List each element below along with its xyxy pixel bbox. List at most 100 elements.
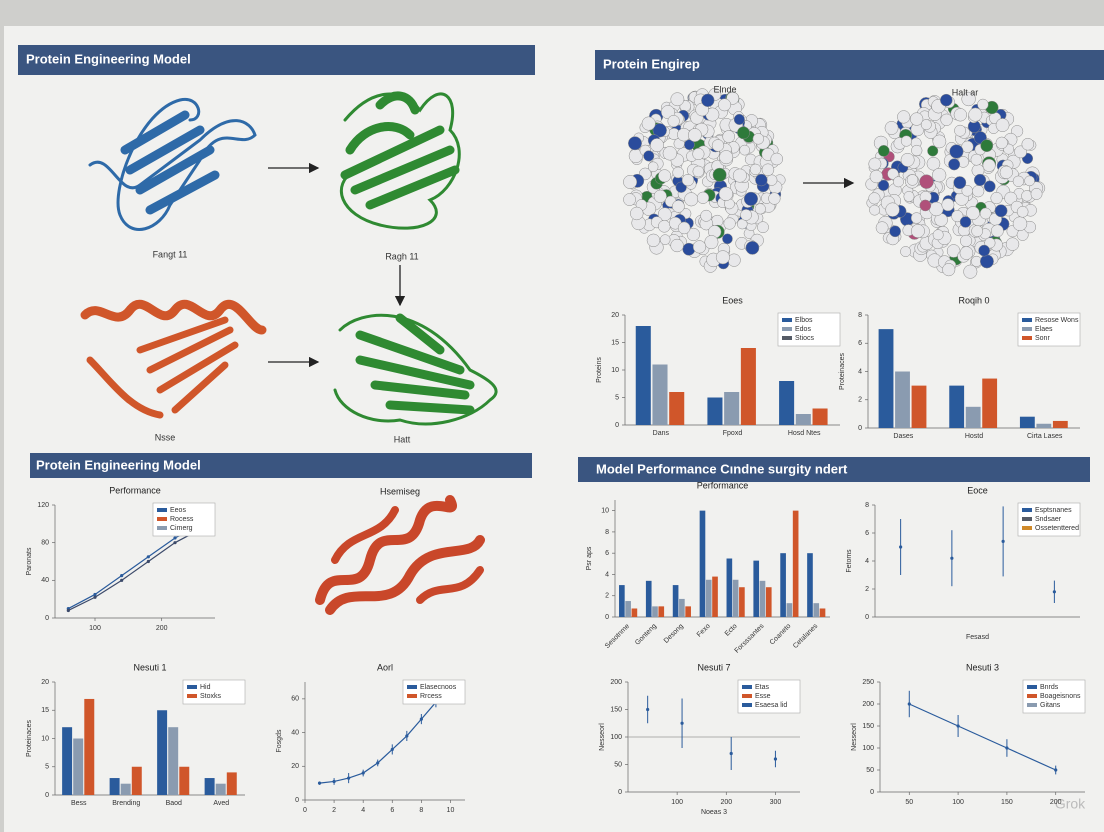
atom [646, 233, 661, 248]
y-tick-label: 2 [605, 593, 609, 600]
y-tick-label: 250 [862, 679, 874, 686]
y-tick-label: 150 [862, 723, 874, 730]
line [319, 689, 451, 784]
atom [718, 98, 731, 112]
panel-header [595, 50, 1104, 80]
point [907, 702, 911, 706]
point [173, 541, 177, 545]
legend-swatch [742, 703, 752, 707]
x-tick-label: 0 [303, 807, 307, 814]
atom [963, 264, 978, 279]
atom [700, 209, 713, 222]
legend-swatch [407, 694, 417, 698]
atom [768, 192, 781, 205]
legend-swatch [1022, 517, 1032, 521]
bar [753, 560, 760, 617]
legend-label: Hid [200, 684, 211, 691]
legend-label: Edos [795, 326, 811, 333]
atom [919, 199, 932, 212]
legend-label: Rocess [170, 516, 194, 523]
atom [942, 263, 956, 277]
y-tick-label: 20 [611, 312, 619, 319]
bar [795, 414, 811, 425]
y-tick-label: 10 [41, 735, 49, 742]
bar [819, 608, 826, 617]
panel-header [18, 45, 535, 75]
atom [999, 165, 1013, 179]
x-axis-label: Fesasd [966, 634, 989, 641]
point [376, 761, 380, 765]
atom [995, 118, 1010, 132]
atom [900, 246, 912, 257]
y-tick-label: 0 [615, 422, 619, 429]
y-tick-label: 4 [858, 368, 862, 375]
y-tick-label: 60 [291, 696, 299, 703]
point [120, 578, 124, 582]
legend-label: Cimerg [170, 525, 193, 532]
bar [1036, 423, 1052, 428]
atom [719, 150, 734, 165]
legend-swatch [187, 685, 197, 689]
x-tick-label: 10 [447, 807, 455, 814]
bar [1019, 416, 1035, 428]
bar [707, 397, 723, 425]
point [646, 707, 650, 712]
point [729, 751, 733, 756]
x-tick-label: Dases [893, 433, 913, 440]
y-tick-label: 6 [858, 340, 862, 347]
atom [1004, 191, 1018, 205]
point [1052, 590, 1056, 594]
atom [977, 98, 989, 111]
bar [792, 510, 799, 617]
atom [761, 163, 775, 177]
atom [745, 241, 760, 255]
atom [961, 91, 976, 107]
atom [623, 193, 636, 206]
point [390, 747, 394, 752]
atom [749, 163, 762, 176]
bar [652, 364, 668, 425]
point [120, 574, 124, 578]
legend-swatch [1022, 526, 1032, 530]
y-axis-label: Psr aps [586, 546, 593, 570]
atom [911, 224, 925, 238]
legend-label: Sonr [1035, 335, 1050, 342]
atom [948, 158, 961, 171]
y-tick-label: 40 [41, 577, 49, 584]
legend-label: Elbos [795, 317, 813, 324]
legend-swatch [407, 685, 417, 689]
atom [959, 216, 972, 228]
atom [681, 173, 695, 187]
atom [641, 116, 656, 131]
legend-swatch [742, 685, 752, 689]
bar [652, 606, 658, 617]
atom [643, 150, 655, 162]
atom [877, 179, 890, 191]
figure-label: Fangt 11 [153, 249, 188, 259]
atom [670, 92, 685, 107]
legend-label: Stiocs [795, 335, 815, 342]
atom [941, 198, 955, 212]
figure-label: Hatt [394, 434, 411, 444]
atom [979, 254, 994, 269]
legend-label: Esaesa lid [755, 702, 787, 709]
bar [712, 576, 718, 617]
x-tick-label: 100 [89, 625, 101, 632]
atom [662, 146, 678, 161]
atom [711, 139, 725, 152]
figure-label: Halt ar [952, 87, 979, 97]
bar [780, 553, 786, 617]
legend-label: Elaes [1035, 326, 1053, 333]
x-tick-label: Hosd Ntes [788, 430, 821, 437]
point [146, 559, 150, 564]
y-axis-label: Fetoms [846, 549, 853, 573]
bar [982, 378, 998, 428]
atom [653, 189, 667, 203]
legend-label: Sndsaer [1035, 516, 1062, 523]
panel-title: Protein Engineering Model [36, 457, 201, 472]
bar [204, 778, 215, 795]
x-tick-label: 4 [361, 807, 365, 814]
y-tick-label: 8 [865, 502, 869, 509]
y-tick-label: 4 [865, 558, 869, 565]
atom [1012, 175, 1025, 187]
